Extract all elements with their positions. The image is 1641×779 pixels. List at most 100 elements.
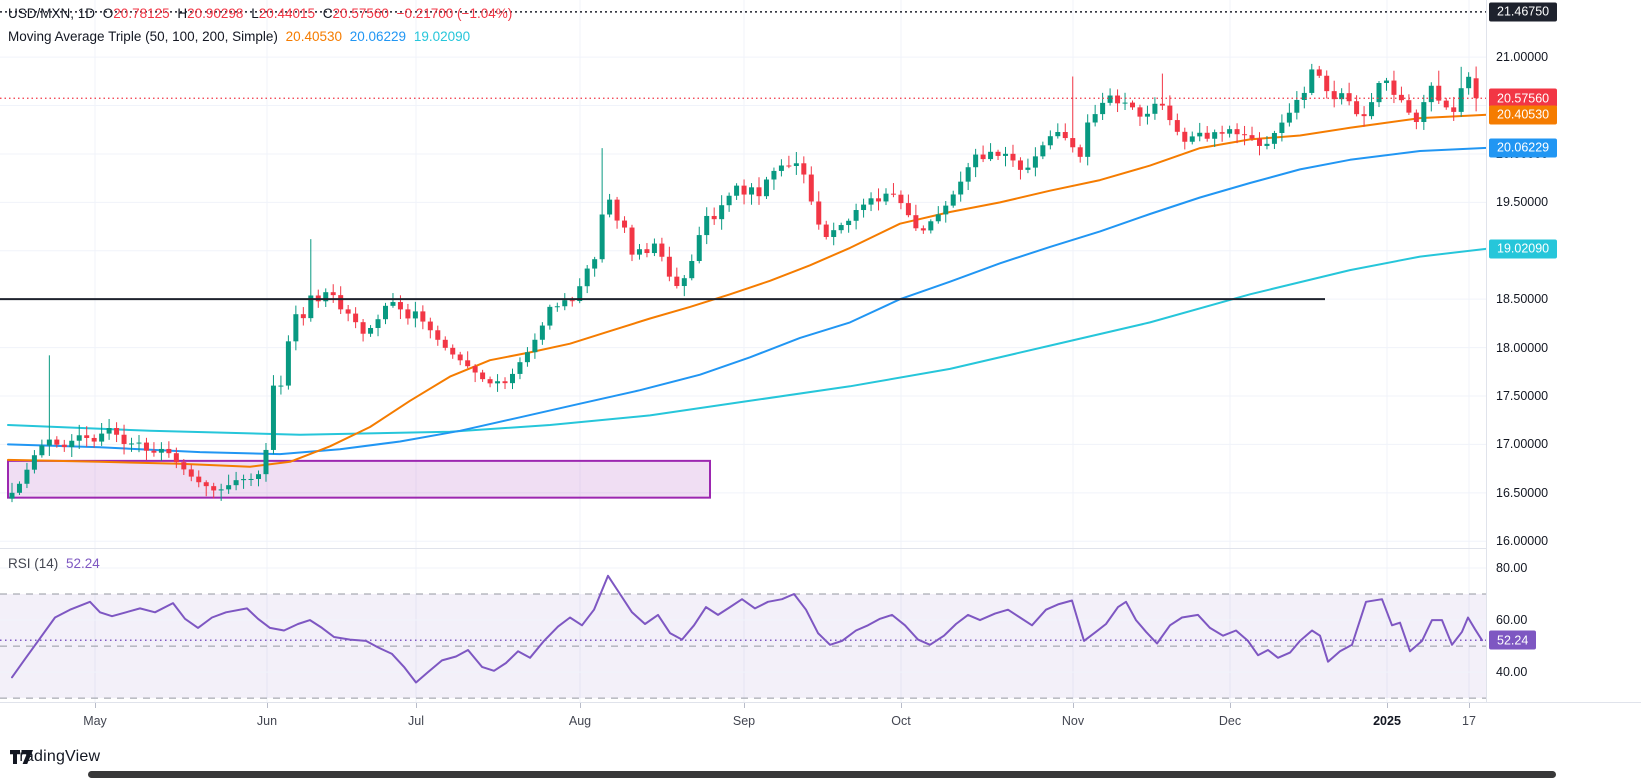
- symbol-legend[interactable]: USD/MXN, 1D O20.78125 H20.90298 L20.4401…: [8, 6, 516, 21]
- candle-body: [838, 225, 844, 231]
- candle-body: [1025, 167, 1031, 170]
- candle-body: [1324, 75, 1330, 92]
- candle-body: [9, 492, 15, 499]
- price-axis-label: 16.00000: [1496, 534, 1549, 549]
- candle-body: [890, 193, 896, 195]
- price-badge-19-02090: 19.02090: [1489, 239, 1558, 259]
- candle-body: [943, 205, 949, 215]
- candle-body: [726, 195, 732, 206]
- candle-body: [368, 327, 374, 334]
- candle-body: [1107, 95, 1113, 103]
- candle-body: [808, 174, 814, 202]
- candle-body: [793, 163, 799, 166]
- time-label-jun: Jun: [256, 714, 278, 728]
- candle-body: [427, 321, 433, 331]
- candle-body: [84, 435, 90, 438]
- candle-body: [539, 325, 545, 340]
- candle-body: [1264, 143, 1270, 146]
- candle-body: [412, 311, 418, 319]
- tradingview-brand[interactable]: TradingView: [10, 748, 100, 766]
- candle-body: [1436, 85, 1442, 101]
- rsi-indicator-pane[interactable]: [0, 548, 1487, 702]
- time-tick: [1387, 703, 1388, 708]
- open-label: O: [102, 6, 114, 21]
- candle-body: [1182, 131, 1188, 142]
- candle-body: [16, 483, 22, 493]
- ma-indicator-legend[interactable]: Moving Average Triple (50, 100, 200, Sim…: [8, 29, 474, 44]
- candle-body: [1256, 138, 1262, 146]
- candle-body: [1413, 112, 1419, 123]
- ma-title: Moving Average Triple (50, 100, 200, Sim…: [8, 29, 278, 44]
- candle-body: [166, 448, 172, 454]
- close-value: 20.57560: [332, 6, 389, 21]
- rsi-line: [11, 574, 1483, 684]
- price-chart-pane[interactable]: [0, 0, 1487, 548]
- candle-body: [771, 170, 777, 180]
- price-axis-label: 16.50000: [1496, 485, 1549, 500]
- candle-body: [69, 440, 75, 448]
- time-label-aug: Aug: [568, 714, 592, 728]
- candle-body: [300, 314, 306, 319]
- candle-body: [756, 187, 762, 197]
- time-tick: [1073, 703, 1074, 708]
- candle-body: [592, 259, 598, 269]
- candle-body: [666, 256, 672, 277]
- candle-body: [308, 295, 314, 319]
- candle-body: [54, 439, 60, 445]
- candle-body: [584, 268, 590, 287]
- candle-body: [1466, 76, 1472, 89]
- candle-body: [1421, 102, 1427, 123]
- time-axis[interactable]: May Jun Jul Aug Sep Oct Nov Dec 2025 17: [0, 702, 1641, 741]
- candle-body: [965, 167, 971, 182]
- candle-body: [562, 300, 568, 307]
- rsi-legend[interactable]: RSI (14) 52.24: [8, 556, 104, 571]
- candle-body: [614, 199, 620, 221]
- candle-body: [383, 305, 388, 320]
- brand-name: TradingView: [10, 748, 101, 765]
- change-value: −0.21700 (−1.04%): [396, 6, 513, 21]
- candle-body: [801, 163, 807, 175]
- candle-body: [472, 366, 478, 373]
- time-label-may: May: [83, 714, 107, 728]
- candle-body: [554, 306, 560, 308]
- candle-body: [1144, 113, 1150, 117]
- candle-body: [1204, 132, 1210, 139]
- candle-body: [61, 444, 67, 448]
- candle-body: [405, 309, 411, 319]
- candle-body: [876, 198, 882, 202]
- candle-body: [1040, 145, 1046, 157]
- bottom-scrollbar[interactable]: [88, 771, 1556, 778]
- supply-zone-rectangle[interactable]: [7, 459, 711, 499]
- candle-body: [1451, 107, 1457, 112]
- candle-body: [450, 347, 456, 355]
- candle-body: [1152, 103, 1158, 114]
- time-label-nov: Nov: [1061, 714, 1085, 728]
- time-label-jul: Jul: [408, 714, 424, 728]
- candle-body: [39, 445, 45, 456]
- candle-body: [1010, 153, 1016, 161]
- candle-body: [487, 379, 493, 384]
- pane-separator[interactable]: [0, 548, 1641, 549]
- rsi-value-badge: 52.24: [1489, 630, 1537, 650]
- rsi-axis-label: 60.00: [1496, 613, 1528, 628]
- rsi-axis-label: 40.00: [1496, 665, 1528, 680]
- candle-body: [323, 292, 329, 302]
- candle-body: [1017, 160, 1023, 170]
- candle-body: [1271, 132, 1277, 144]
- time-tick: [744, 703, 745, 708]
- ma50-line: [7, 113, 1487, 468]
- high-label: H: [177, 6, 188, 21]
- candle-body: [226, 485, 232, 490]
- time-label-2025: 2025: [1373, 714, 1401, 728]
- candle-body: [1354, 101, 1360, 115]
- rsi-value: 52.24: [66, 556, 100, 571]
- time-label-sep: Sep: [732, 714, 756, 728]
- price-axis[interactable]: 21.0000020.0000019.5000018.5000018.00000…: [1486, 0, 1641, 740]
- price-badge-20-06229: 20.06229: [1489, 138, 1558, 158]
- candle-body: [502, 381, 508, 384]
- candle-body: [636, 249, 642, 255]
- candle-body: [203, 482, 209, 487]
- ma200-value: 19.02090: [413, 29, 471, 44]
- candle-body: [853, 210, 859, 221]
